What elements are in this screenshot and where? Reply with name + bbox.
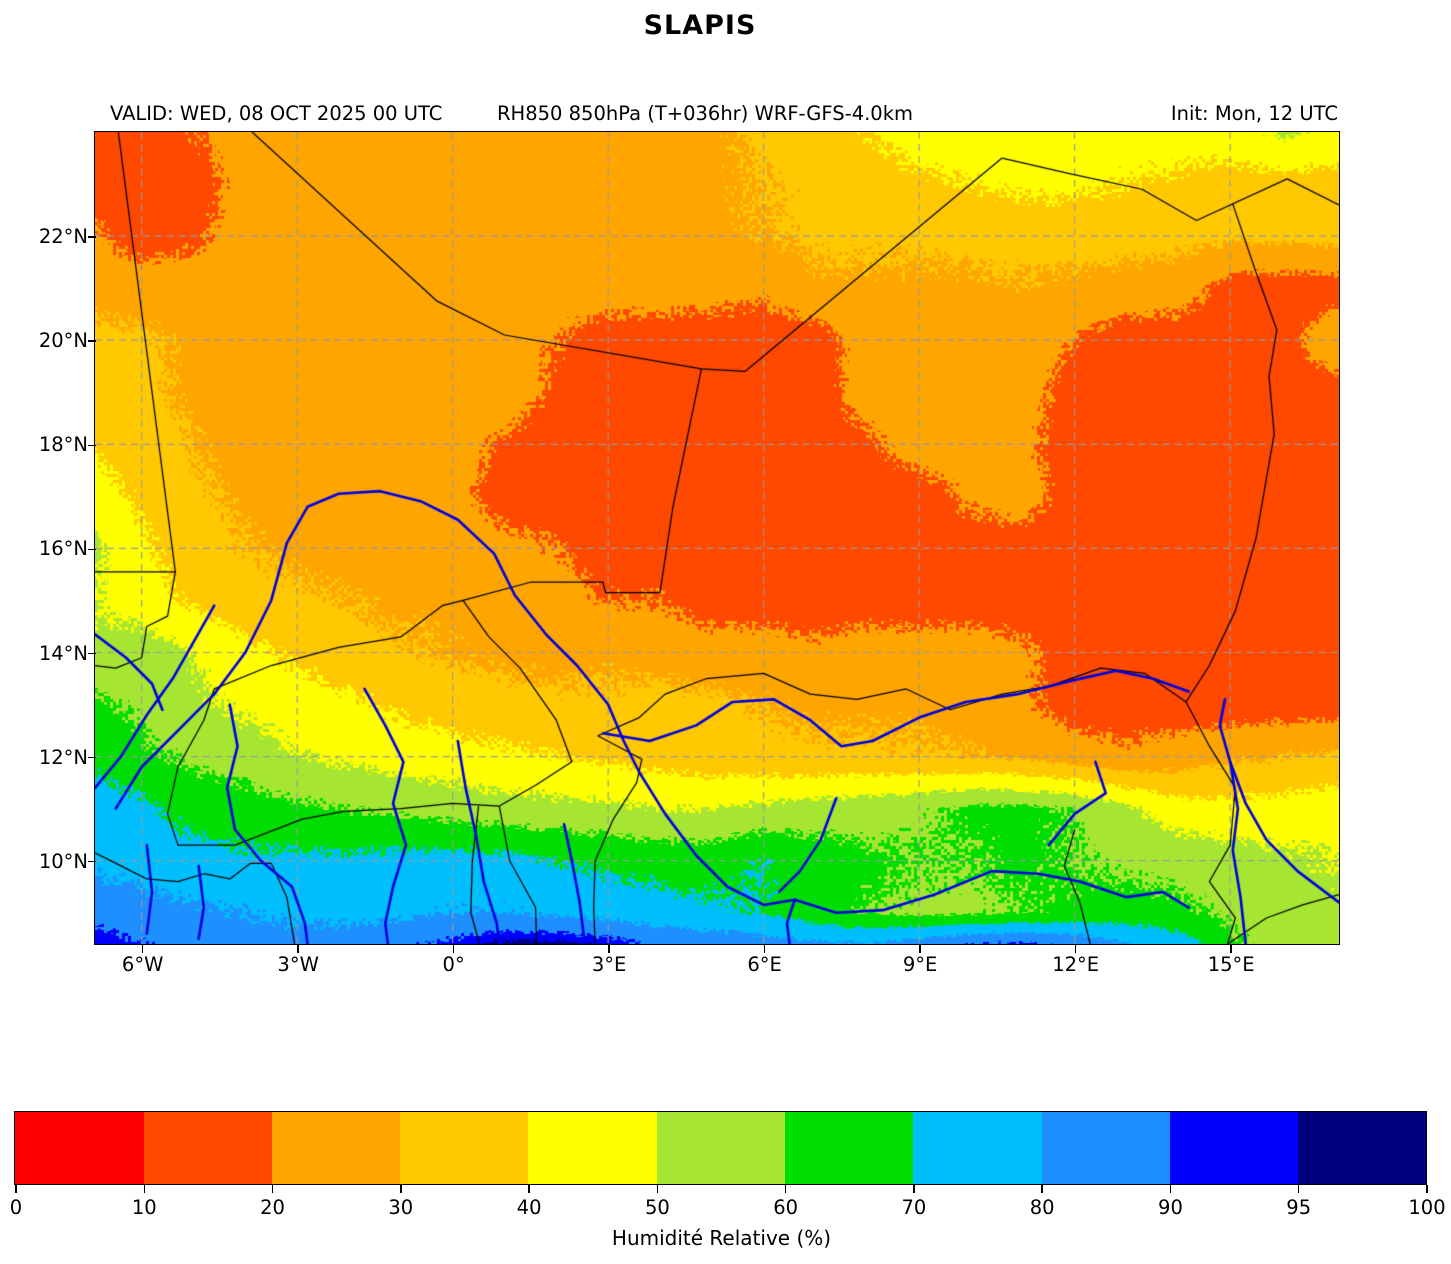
- y-tick-label: 22°N: [38, 225, 88, 249]
- page-title: SLAPIS: [643, 10, 757, 41]
- x-tick-mark: [452, 945, 455, 953]
- x-tick-mark: [608, 945, 610, 953]
- colorbar-tick-mark: [400, 1185, 402, 1193]
- y-tick-label: 18°N: [38, 433, 88, 457]
- x-tick-label: 3°W: [277, 953, 319, 976]
- y-tick-label: 14°N: [38, 641, 88, 665]
- x-tick-mark: [141, 945, 144, 953]
- y-tick-mark: [88, 236, 96, 238]
- colorbar-segment: [143, 1112, 272, 1185]
- colorbar-tick-mark: [1169, 1185, 1172, 1193]
- colorbar-tick-mark: [1426, 1185, 1428, 1193]
- x-tick-label: 6°E: [747, 953, 782, 976]
- x-tick-label: 15°E: [1207, 953, 1255, 976]
- colorbar-tick-label: 20: [260, 1196, 285, 1219]
- colorbar-segment: [528, 1112, 657, 1185]
- colorbar-segment: [1169, 1112, 1299, 1185]
- colorbar-tick-mark: [1041, 1185, 1043, 1193]
- x-tick-mark: [297, 945, 299, 953]
- colorbar-segment: [785, 1112, 914, 1185]
- y-tick-mark: [88, 860, 96, 863]
- valid-time-label: VALID: WED, 08 OCT 2025 00 UTC: [110, 102, 443, 125]
- colorbar-tick-label: 30: [388, 1196, 414, 1219]
- x-tick-label: 0°: [442, 953, 465, 976]
- y-tick-label: 16°N: [38, 537, 88, 561]
- colorbar-tick-label: 100: [1408, 1196, 1446, 1219]
- rh-heatmap-canvas: [95, 132, 1340, 945]
- map-panel: [94, 131, 1341, 946]
- colorbar-tick-mark: [143, 1185, 146, 1193]
- product-label: RH850 850hPa (T+036hr) WRF-GFS-4.0km: [497, 102, 913, 125]
- x-tick-label: 3°E: [591, 953, 627, 976]
- y-tick-mark: [88, 652, 96, 655]
- colorbar-tick-mark: [528, 1185, 530, 1193]
- colorbar-segment: [400, 1112, 529, 1185]
- colorbar-segment: [913, 1112, 1042, 1185]
- y-tick-mark: [88, 548, 96, 551]
- colorbar-segment: [656, 1112, 785, 1185]
- colorbar-tick-mark: [15, 1185, 17, 1193]
- y-tick-label: 10°N: [38, 849, 88, 873]
- y-tick-mark: [88, 444, 96, 447]
- x-tick-label: 9°E: [902, 953, 938, 976]
- colorbar-tick-label: 40: [516, 1196, 542, 1219]
- colorbar-segment: [1298, 1112, 1427, 1185]
- x-tick-mark: [919, 945, 921, 953]
- y-tick-label: 20°N: [38, 329, 88, 353]
- x-tick-mark: [1074, 945, 1077, 953]
- y-tick-label: 12°N: [38, 745, 88, 769]
- x-tick-mark: [763, 945, 766, 953]
- x-tick-label: 12°E: [1052, 953, 1100, 976]
- x-tick-mark: [1230, 945, 1232, 953]
- y-tick-mark: [88, 756, 96, 759]
- colorbar-tick-mark: [1297, 1185, 1300, 1193]
- colorbar-segment: [15, 1112, 144, 1185]
- colorbar-tick-label: 60: [773, 1196, 799, 1219]
- colorbar-tick-label: 90: [1158, 1196, 1183, 1219]
- colorbar: [14, 1111, 1428, 1186]
- colorbar-tick-mark: [913, 1185, 915, 1193]
- colorbar-tick-label: 50: [644, 1196, 670, 1219]
- colorbar-tick-label: 95: [1286, 1196, 1312, 1219]
- x-tick-label: 6°W: [121, 953, 164, 976]
- colorbar-segment: [271, 1112, 401, 1185]
- colorbar-tick-label: 0: [9, 1196, 23, 1219]
- colorbar-tick-label: 80: [1029, 1196, 1055, 1219]
- colorbar-tick-label: 10: [131, 1196, 157, 1219]
- y-tick-mark: [88, 340, 96, 342]
- colorbar-tick-mark: [784, 1185, 787, 1193]
- init-time-label: Init: Mon, 12 UTC: [1170, 102, 1338, 125]
- colorbar-tick-mark: [271, 1185, 274, 1193]
- colorbar-tick-mark: [656, 1185, 659, 1193]
- colorbar-segment: [1041, 1112, 1170, 1185]
- colorbar-tick-label: 70: [901, 1196, 927, 1219]
- colorbar-label: Humidité Relative (%): [611, 1226, 832, 1250]
